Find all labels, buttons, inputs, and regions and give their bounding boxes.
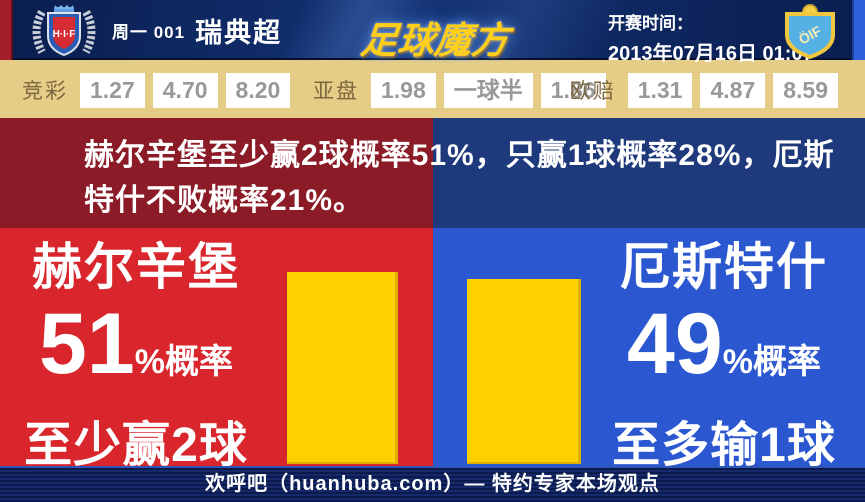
svg-text:H·I·F: H·I·F — [53, 29, 76, 40]
oupei-win-odds: 1.31 — [627, 72, 693, 108]
footer-bar: 欢呼吧（huanhuba.com）— 特约专家本场观点 — [0, 466, 865, 502]
kickoff-label: 开赛时间： — [608, 14, 693, 33]
headline-band-blue-half — [433, 118, 865, 228]
jingcai-win-odds: 1.27 — [80, 72, 145, 108]
jingcai-odds-group: 竞彩 1.27 4.70 8.20 — [22, 62, 291, 118]
jingcai-lose-odds: 8.20 — [225, 72, 291, 108]
away-outcome-label: 至多输1球 — [612, 419, 836, 472]
headline-text: 赫尔辛堡至少赢2球概率51%，只赢1球概率28%，厄斯 特什不败概率21%。 — [84, 133, 834, 223]
brand-logo: 足球魔方 — [358, 20, 511, 61]
home-probability: 51%概率 — [10, 298, 262, 415]
footer-text: 欢呼吧（huanhuba.com）— 特约专家本场观点 — [205, 473, 660, 495]
left-red-stripe — [0, 0, 13, 60]
match-label: 周一 001 瑞典超 — [112, 0, 282, 60]
jingcai-label: 竞彩 — [22, 80, 68, 103]
yapan-label: 亚盘 — [313, 80, 359, 103]
jingcai-draw-odds: 4.70 — [152, 72, 218, 108]
headline-line1: 赫尔辛堡至少赢2球概率51%，只赢1球概率28%，厄斯 — [84, 139, 835, 172]
probability-comparison: 赫尔辛堡 51%概率 至少赢2球 厄斯特什 49%概率 至多输1球 — [0, 228, 865, 472]
home-probability-suffix: %概率 — [134, 343, 233, 381]
yapan-handicap: 一球半 — [443, 72, 533, 108]
away-probability: 49%概率 — [599, 298, 849, 415]
headline-line2: 特什不败概率21%。 — [84, 184, 365, 217]
right-blue-stripe — [852, 0, 865, 60]
match-number: 周一 001 — [112, 22, 186, 42]
yapan-away-odds: 1.86 — [540, 72, 606, 108]
home-team-name: 赫尔辛堡 — [32, 239, 240, 295]
away-probability-bar — [467, 279, 581, 464]
headline-band-red-half — [0, 118, 433, 228]
oif-team-crest-icon: ÖIF — [785, 4, 835, 59]
kickoff-info: 开赛时间： 2013年07月16日 01:07 — [608, 9, 814, 66]
european-odds-group: 欧赔 1.31 4.87 8.59 — [570, 62, 838, 118]
home-probability-value: 51 — [39, 296, 135, 392]
away-panel-text: 厄斯特什 49%概率 至多输1球 — [599, 236, 849, 477]
oupei-draw-odds: 4.87 — [700, 72, 766, 108]
home-outcome-label: 至少赢2球 — [24, 419, 248, 472]
hif-team-crest-icon: H·I·F — [32, 5, 96, 57]
kickoff-time: 2013年07月16日 01:07 — [608, 43, 814, 65]
home-panel-text: 赫尔辛堡 51%概率 至少赢2球 — [10, 236, 262, 477]
oupei-label: 欧赔 — [569, 80, 616, 103]
oupei-lose-odds: 8.59 — [773, 72, 838, 108]
odds-strip: 竞彩 1.27 4.70 8.20 亚盘 1.98 一球半 1.86 欧赔 1.… — [0, 62, 865, 118]
asian-handicap-group: 亚盘 1.98 一球半 1.86 — [313, 62, 606, 118]
header-banner: H·I·F 周一 001 瑞典超 足球魔方 开赛时间： 2013年07月16日 … — [0, 0, 865, 65]
headline-band: 赫尔辛堡至少赢2球概率51%，只赢1球概率28%，厄斯 特什不败概率21%。 — [0, 118, 865, 228]
away-probability-value: 49 — [627, 296, 723, 392]
away-team-name: 厄斯特什 — [620, 239, 828, 295]
league-name: 瑞典超 — [195, 17, 283, 48]
away-probability-suffix: %概率 — [722, 343, 821, 381]
yapan-home-odds: 1.98 — [371, 72, 436, 108]
home-probability-bar — [287, 272, 398, 464]
